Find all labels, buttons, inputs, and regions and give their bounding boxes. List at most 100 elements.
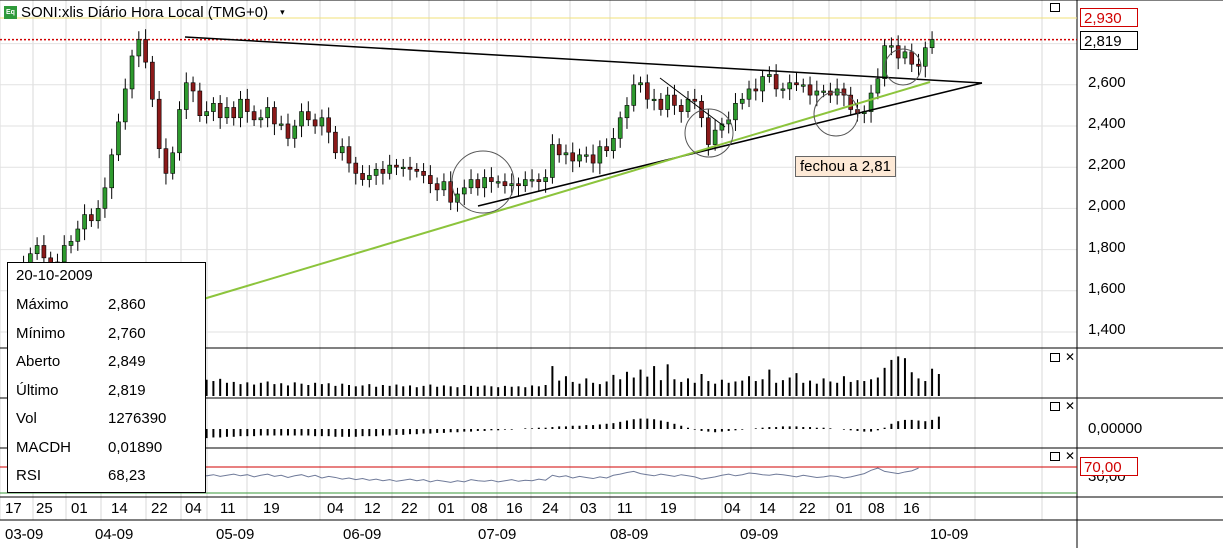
maximize-macd-pane-icon[interactable] (1050, 402, 1060, 411)
close-macd-pane-icon[interactable]: ✕ (1065, 399, 1076, 413)
candle-body (217, 103, 223, 119)
candle-body (794, 82, 799, 86)
candle-body (258, 117, 264, 121)
maximize-main-pane-icon[interactable] (1050, 3, 1060, 12)
maximize-rsi-pane-icon[interactable] (1050, 452, 1060, 461)
date-tick-label: 04 (185, 500, 202, 517)
candle-body (882, 45, 887, 79)
date-tick-label: 19 (263, 500, 280, 517)
candle-body (394, 164, 399, 168)
date-tick-label: 01 (836, 500, 853, 517)
date-tick-label: 01 (71, 500, 88, 517)
candle-body (543, 177, 548, 182)
date-tick-label: 14 (759, 500, 776, 517)
candle-body (516, 183, 521, 187)
candle-body (102, 187, 108, 209)
candle-body (265, 107, 270, 119)
candle-body (387, 164, 392, 174)
close-volume-pane-icon[interactable]: ✕ (1065, 350, 1076, 364)
candle-body (631, 84, 637, 106)
info-value: 68,23 (108, 467, 146, 484)
candle-body (529, 179, 535, 182)
info-date: 20-10-2009 (16, 267, 93, 284)
info-row-rsi: RSI 68,23 (8, 462, 205, 490)
candle-body (712, 129, 718, 145)
candle-body (895, 45, 901, 59)
candle-body (746, 88, 752, 100)
candle-body (556, 144, 562, 156)
candle-body (550, 144, 555, 178)
candle-body (916, 63, 921, 67)
candle-body (41, 245, 47, 259)
info-label: RSI (16, 467, 42, 484)
candle-body (136, 39, 142, 57)
candle-body (360, 173, 365, 180)
candle-body (665, 94, 670, 110)
candle-body (156, 98, 162, 149)
info-row-macdh: MACDH 0,01890 (8, 434, 205, 462)
dropdown-arrow-icon[interactable]: ▾ (280, 7, 285, 17)
candle-body (577, 154, 582, 162)
candle-body (461, 187, 467, 195)
date-tick-label: 03 (580, 500, 597, 517)
candle-body (597, 146, 603, 164)
candle-body (733, 103, 738, 121)
candle-body (204, 111, 209, 117)
candle-body (719, 123, 725, 131)
candle-body (197, 90, 203, 117)
candle-body (522, 179, 528, 187)
candle-body (278, 123, 284, 126)
candle-body (95, 208, 101, 222)
month-tick-label: 07-09 (478, 526, 517, 543)
candle-body (448, 181, 454, 203)
chart-annotation: fechou a 2,81 (795, 156, 896, 177)
chart-title-bar[interactable]: Eq SONI:xlis Diário Hora Local (TMG+0) ▾ (4, 4, 285, 21)
candle-body (428, 175, 433, 184)
price-tick-label: 1,800 (1088, 239, 1126, 256)
candle-body (421, 171, 426, 176)
candle-body (617, 117, 623, 139)
info-row-volume: Vol 1276390 (8, 405, 205, 433)
candle-body (238, 98, 243, 119)
maximize-volume-pane-icon[interactable] (1050, 353, 1060, 362)
candle-body (848, 94, 854, 110)
info-label: MACDH (16, 439, 71, 456)
candle-body (672, 94, 677, 106)
candle-body (868, 92, 874, 112)
candle-body (285, 123, 291, 139)
candle-body (312, 119, 318, 127)
price-tick-label: 1,400 (1088, 321, 1126, 338)
candle-body (611, 138, 616, 152)
candle-body (563, 152, 569, 156)
price-tick-label: 2,600 (1088, 74, 1126, 91)
last-price-badge: 2,819 (1080, 31, 1138, 50)
price-tick-label: 1,600 (1088, 280, 1126, 297)
candle-body (767, 74, 772, 77)
candle-body (773, 74, 779, 90)
candle-body (224, 107, 230, 119)
candle-body (739, 98, 745, 104)
date-tick-label: 17 (5, 500, 22, 517)
data-window-panel: 20-10-2009 Máximo 2,860 Mínimo 2,760 Abe… (7, 262, 206, 493)
info-row-last: Último 2,819 (8, 377, 205, 405)
candle-body (75, 228, 81, 242)
candle-body (339, 146, 345, 154)
candle-body (414, 168, 420, 172)
candle-body (407, 166, 413, 170)
close-rsi-pane-icon[interactable]: ✕ (1065, 449, 1076, 463)
candle-body (68, 241, 74, 246)
candle-body (231, 107, 237, 119)
candle-body (170, 152, 176, 174)
candle-body (82, 214, 87, 230)
candle-body (34, 245, 40, 255)
candle-body (624, 105, 630, 119)
long-trendline (199, 81, 931, 301)
rsi-level-badge: 70,00 (1080, 457, 1138, 476)
date-tick-label: 19 (660, 500, 677, 517)
candle-body (122, 88, 128, 123)
candle-body (245, 98, 250, 112)
candle-body (536, 179, 542, 182)
candle-body (373, 168, 379, 176)
candle-body (692, 98, 698, 102)
candle-body (129, 55, 135, 90)
